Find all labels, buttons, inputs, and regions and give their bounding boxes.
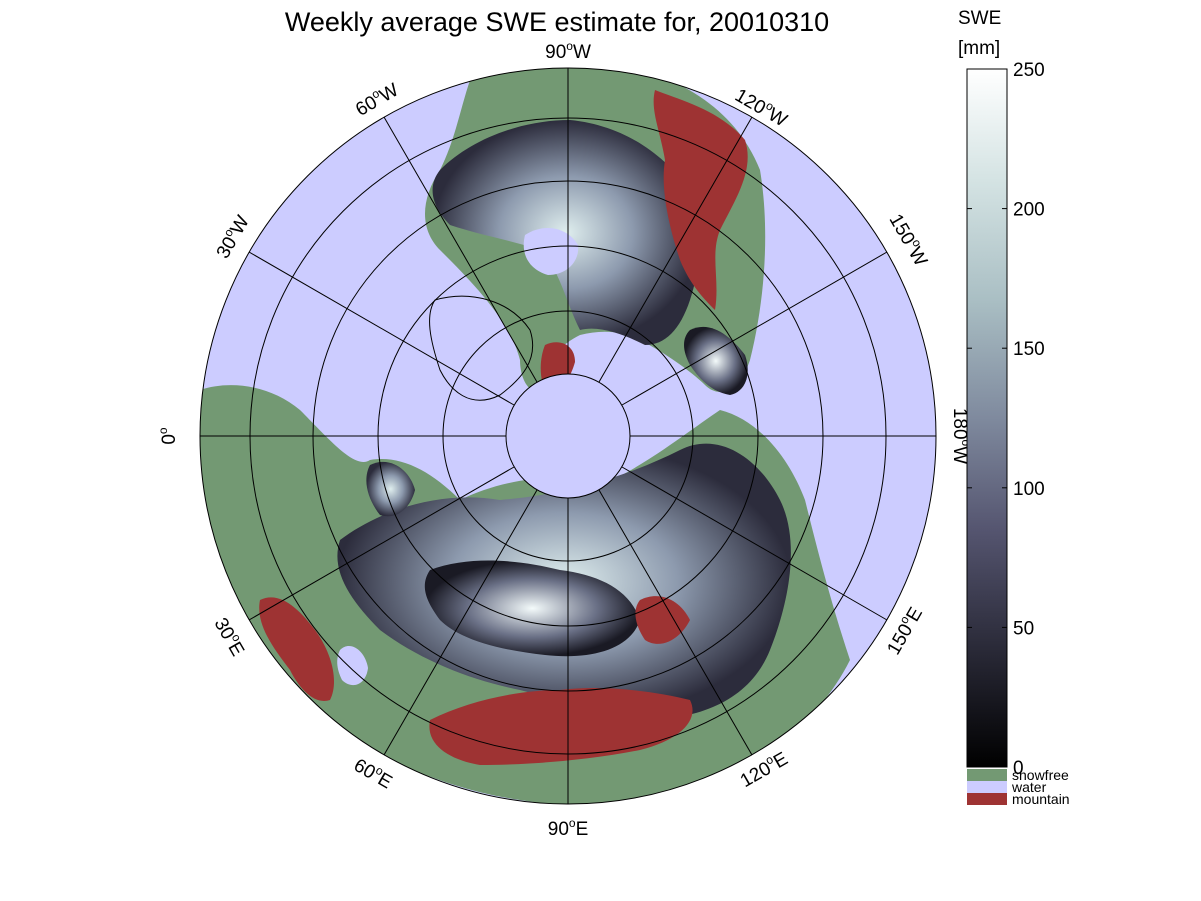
colorbar-tick-label: 250 <box>1013 60 1045 81</box>
legend-label-mountain: mountain <box>1012 791 1070 807</box>
arctic-ocean <box>506 374 630 498</box>
lon-label-180w: 180oW <box>949 408 973 464</box>
north-america-mountains <box>653 90 748 310</box>
hudson-bay <box>523 227 579 275</box>
legend-label-water: water <box>1011 779 1047 795</box>
colorbar-tick-label: 200 <box>1013 200 1045 221</box>
lon-label-30w: 30oW <box>210 211 254 263</box>
colorbar-gradient <box>966 68 1008 768</box>
lon-label-0: 0o <box>156 427 180 445</box>
scandinavia <box>366 461 415 517</box>
north-america-snow <box>432 120 700 345</box>
colorbar-tick-label: 50 <box>1013 618 1034 639</box>
graticule <box>199 67 937 805</box>
colorbar-title-line1: SWE <box>958 8 1001 29</box>
caspian-sea <box>337 646 368 686</box>
colorbar-title-line2: [mm] <box>958 38 1000 59</box>
lon-label-90e: 90oE <box>548 816 589 840</box>
europe-mountains <box>259 597 335 701</box>
polar-map <box>199 67 937 805</box>
colorbar-tick-label: 150 <box>1013 339 1045 360</box>
colorbar: SWE [mm] 0 50 100 150 200 250 snowfreewatermo… <box>958 8 1070 807</box>
legend-label-snowfree: snowfree <box>1012 767 1069 783</box>
legend-swatch-snowfree <box>967 769 1007 781</box>
land-masses <box>200 68 850 804</box>
lon-label-90w: 90oW <box>545 39 591 63</box>
eurasia-snow-core <box>424 560 640 657</box>
colorbar-tick-label: 0 <box>1013 758 1024 779</box>
legend-swatch-water <box>967 781 1007 793</box>
map-title: Weekly average SWE estimate for, 2001031… <box>285 7 829 37</box>
colorbar-tick-label: 100 <box>1013 479 1045 500</box>
colorbar-ticks: 0 50 100 150 200 250 <box>967 60 1045 779</box>
legend-swatch-mountain <box>967 793 1007 805</box>
lon-label-30e: 30oE <box>210 613 251 660</box>
alaska <box>684 326 748 395</box>
greenland-outline <box>429 295 534 401</box>
